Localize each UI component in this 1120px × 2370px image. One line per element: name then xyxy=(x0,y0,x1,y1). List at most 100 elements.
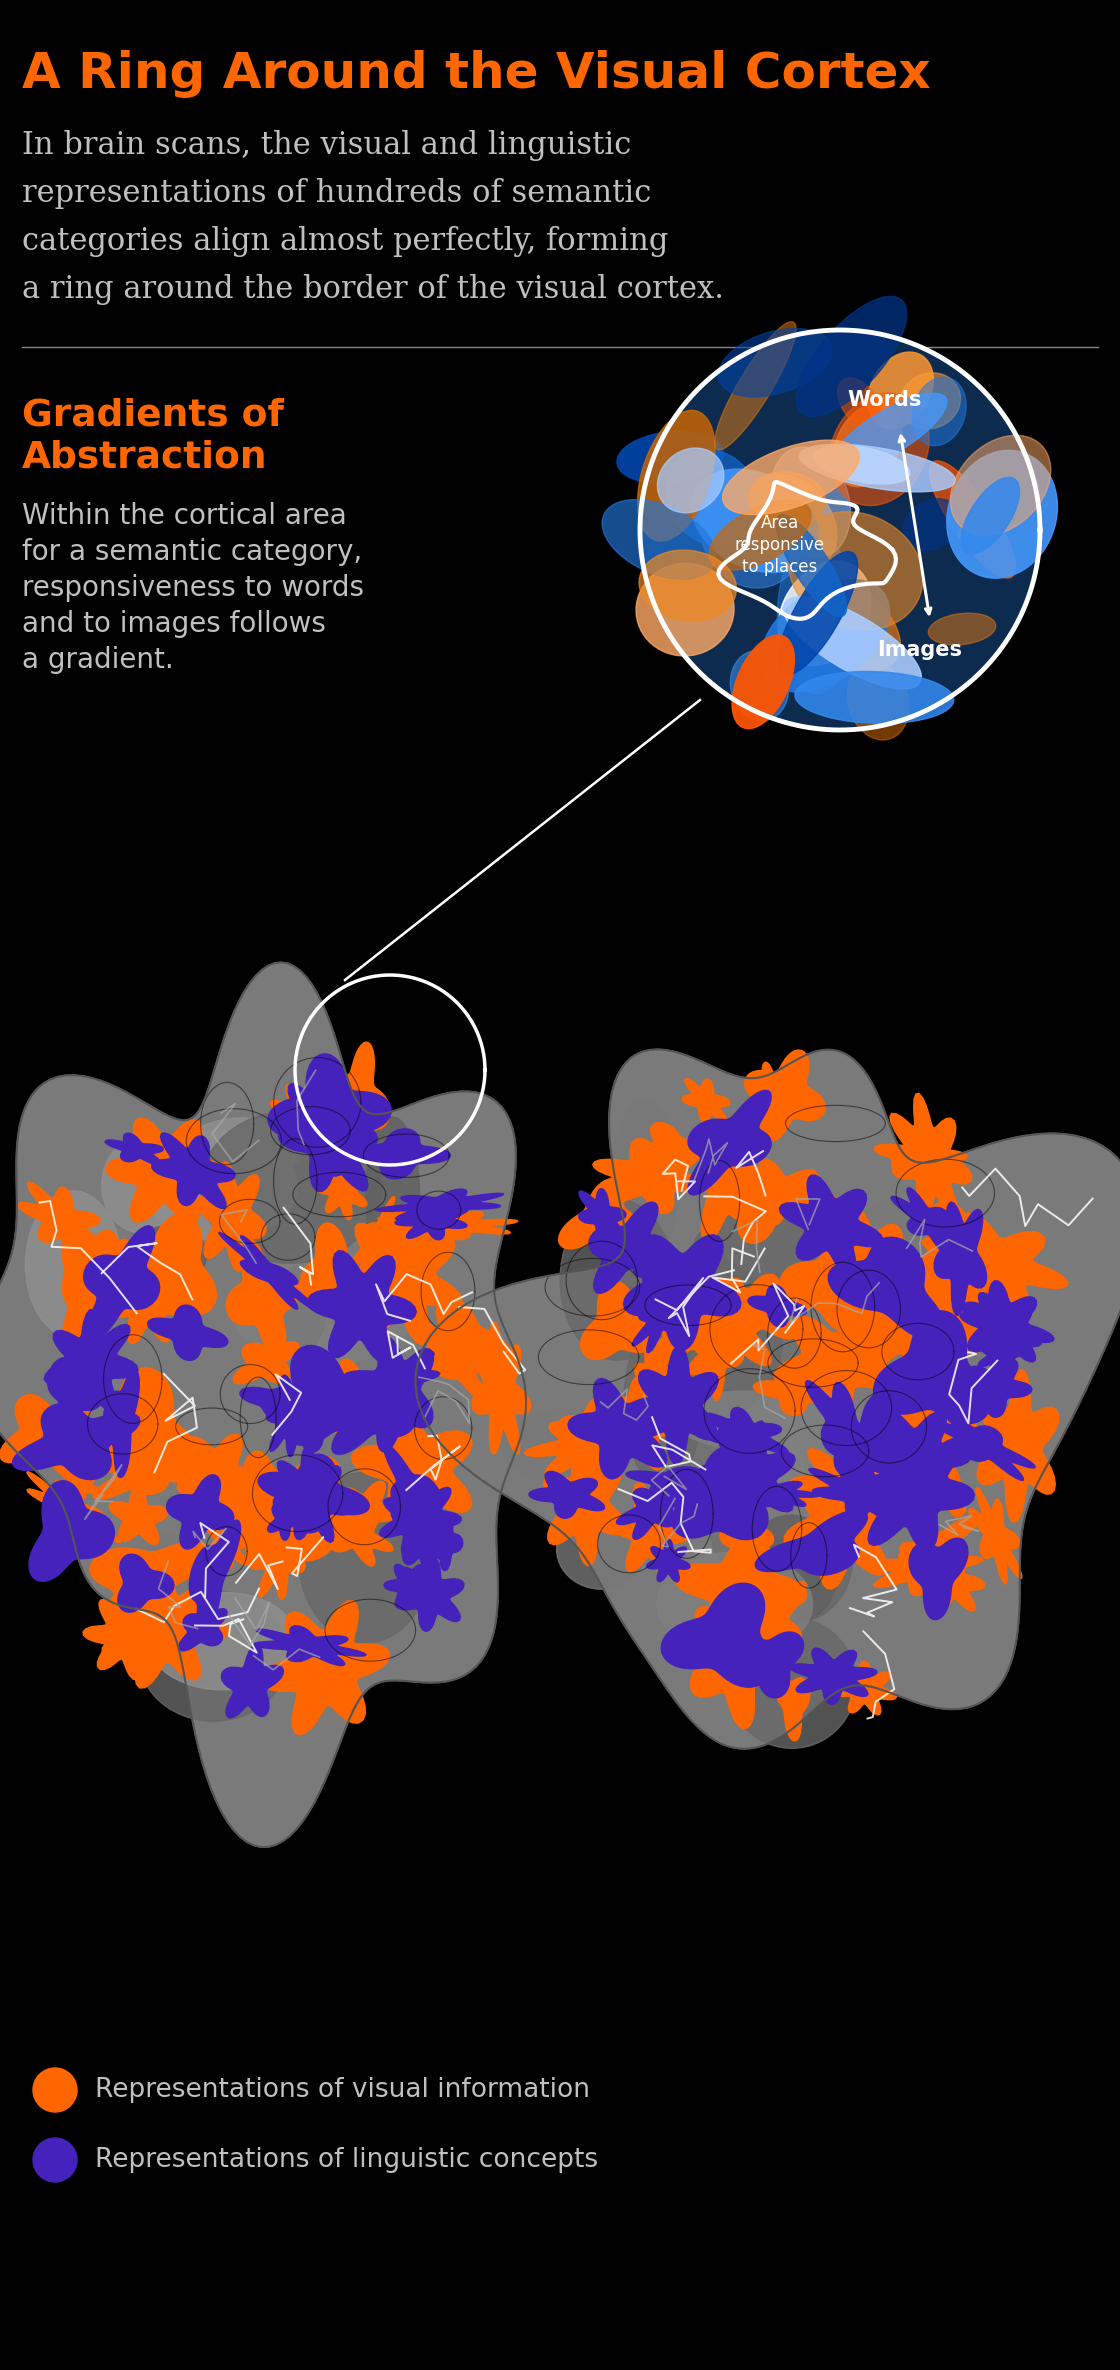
Text: and to images follows: and to images follows xyxy=(22,609,326,638)
Polygon shape xyxy=(308,1251,417,1363)
Polygon shape xyxy=(850,1199,937,1322)
Polygon shape xyxy=(105,1119,226,1225)
Polygon shape xyxy=(375,1190,504,1221)
Polygon shape xyxy=(739,1495,852,1623)
Polygon shape xyxy=(800,443,955,493)
Polygon shape xyxy=(62,1221,120,1346)
Polygon shape xyxy=(352,1405,472,1524)
Polygon shape xyxy=(659,1289,806,1391)
Polygon shape xyxy=(657,448,724,512)
Polygon shape xyxy=(897,1358,1004,1441)
Polygon shape xyxy=(726,1159,838,1225)
Polygon shape xyxy=(899,372,961,429)
Polygon shape xyxy=(503,1410,636,1486)
Polygon shape xyxy=(930,460,1016,578)
Polygon shape xyxy=(796,296,907,417)
Polygon shape xyxy=(748,1285,806,1327)
Polygon shape xyxy=(349,1128,450,1178)
Polygon shape xyxy=(678,1273,772,1365)
Polygon shape xyxy=(144,1130,298,1240)
Polygon shape xyxy=(688,1296,749,1405)
Text: In brain scans, the visual and linguistic: In brain scans, the visual and linguisti… xyxy=(22,130,632,161)
Polygon shape xyxy=(688,1090,772,1194)
Polygon shape xyxy=(821,1199,930,1320)
Polygon shape xyxy=(18,1183,106,1261)
Polygon shape xyxy=(909,1538,968,1619)
Polygon shape xyxy=(44,1308,138,1413)
Polygon shape xyxy=(969,1486,1021,1583)
Polygon shape xyxy=(898,1514,981,1571)
Polygon shape xyxy=(205,1488,250,1531)
Polygon shape xyxy=(697,1275,812,1344)
Polygon shape xyxy=(711,1495,792,1574)
Polygon shape xyxy=(105,1254,187,1344)
Polygon shape xyxy=(907,1396,960,1507)
Polygon shape xyxy=(722,441,859,514)
Polygon shape xyxy=(207,1522,248,1569)
Polygon shape xyxy=(300,1223,370,1315)
Polygon shape xyxy=(389,1211,517,1240)
Polygon shape xyxy=(624,1235,741,1351)
Polygon shape xyxy=(928,614,996,645)
Text: A Ring Around the Visual Cortex: A Ring Around the Visual Cortex xyxy=(22,50,931,97)
Polygon shape xyxy=(118,1555,174,1612)
Polygon shape xyxy=(271,1268,326,1353)
Polygon shape xyxy=(430,1514,463,1571)
Polygon shape xyxy=(109,1488,168,1545)
Text: Gradients of: Gradients of xyxy=(22,398,283,434)
Polygon shape xyxy=(699,1422,795,1538)
Polygon shape xyxy=(699,1116,754,1242)
Polygon shape xyxy=(666,450,759,545)
Polygon shape xyxy=(148,1593,298,1690)
Text: Images: Images xyxy=(877,640,962,659)
Polygon shape xyxy=(148,1306,227,1360)
Polygon shape xyxy=(568,1379,666,1479)
Polygon shape xyxy=(668,1415,736,1524)
Polygon shape xyxy=(240,1386,307,1420)
Polygon shape xyxy=(273,1446,351,1543)
Polygon shape xyxy=(395,1199,468,1240)
Polygon shape xyxy=(897,1325,955,1469)
Polygon shape xyxy=(946,450,1057,578)
Polygon shape xyxy=(558,1396,619,1469)
Polygon shape xyxy=(624,1318,702,1486)
Polygon shape xyxy=(233,1341,299,1384)
Polygon shape xyxy=(693,1206,866,1294)
Polygon shape xyxy=(384,1564,436,1607)
Polygon shape xyxy=(874,1311,991,1424)
Polygon shape xyxy=(557,1510,646,1590)
Polygon shape xyxy=(200,1112,382,1263)
Polygon shape xyxy=(646,1538,690,1581)
Polygon shape xyxy=(692,469,819,574)
Polygon shape xyxy=(838,377,880,427)
Polygon shape xyxy=(744,1514,839,1623)
Polygon shape xyxy=(81,1367,200,1481)
Polygon shape xyxy=(962,1280,1042,1367)
Polygon shape xyxy=(600,1375,678,1469)
Polygon shape xyxy=(859,1410,971,1500)
Polygon shape xyxy=(288,1093,349,1266)
Polygon shape xyxy=(315,1498,393,1567)
Polygon shape xyxy=(676,1391,810,1448)
Polygon shape xyxy=(788,512,923,630)
Polygon shape xyxy=(774,1673,810,1742)
Polygon shape xyxy=(777,536,856,694)
Polygon shape xyxy=(242,1450,304,1569)
Polygon shape xyxy=(58,1474,102,1500)
Polygon shape xyxy=(958,1360,1032,1417)
Polygon shape xyxy=(674,1536,806,1638)
Polygon shape xyxy=(928,1408,1035,1481)
Polygon shape xyxy=(778,562,870,666)
Polygon shape xyxy=(384,1443,449,1550)
Polygon shape xyxy=(636,564,734,656)
Polygon shape xyxy=(311,1358,394,1439)
Polygon shape xyxy=(167,1474,234,1550)
Polygon shape xyxy=(730,1164,808,1244)
Text: Abstraction: Abstraction xyxy=(22,438,268,474)
Text: categories align almost perfectly, forming: categories align almost perfectly, formi… xyxy=(22,225,669,256)
Polygon shape xyxy=(177,1434,258,1517)
Polygon shape xyxy=(26,1190,121,1337)
Polygon shape xyxy=(116,1536,217,1628)
Polygon shape xyxy=(856,1434,974,1550)
Polygon shape xyxy=(132,1225,206,1285)
